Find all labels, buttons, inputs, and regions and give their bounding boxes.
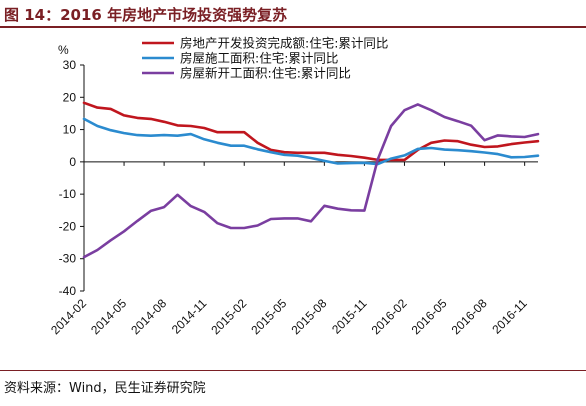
x-tick-label: 2014-11 (169, 296, 210, 337)
figure-title: 图 14：2016 年房地产市场投资强势复苏 (4, 6, 288, 24)
legend-label-1: 房地产开发投资完成额:住宅:累计同比 (180, 36, 388, 51)
y-tick-label: -40 (59, 284, 77, 298)
series-line-3 (82, 103, 540, 259)
x-tick-label: 2016-08 (449, 296, 490, 337)
line-chart: 30 20 10 0 -10 -20 -30 -40 2014-02 2014-05 2014-0… (48, 36, 540, 337)
series-line-2 (82, 117, 540, 166)
series-line-1 (82, 101, 540, 162)
x-tick-label: 2016-05 (409, 296, 450, 337)
legend-label-2: 房屋施工面积:住宅:累计同比 (180, 51, 338, 66)
y-axis: 30 20 10 0 -10 -20 -30 -40 (59, 58, 85, 298)
y-tick-label: 0 (69, 155, 76, 169)
y-tick-label: -20 (59, 219, 77, 233)
y-tick-label: 20 (63, 90, 77, 104)
y-tick-label: -10 (59, 187, 77, 201)
legend: 房地产开发投资完成额:住宅:累计同比房屋施工面积:住宅:累计同比房屋新开工面积:… (142, 36, 388, 81)
y-tick-label: 10 (63, 123, 77, 137)
legend-label-3: 房屋新开工面积:住宅:累计同比 (180, 66, 351, 81)
x-tick-label: 2014-02 (48, 296, 89, 337)
x-tick-label: 2015-08 (288, 296, 329, 337)
x-tick-label: 2015-11 (329, 296, 370, 337)
x-tick-label: 2016-02 (369, 296, 410, 337)
x-tick-label: 2014-05 (88, 296, 129, 337)
y-tick-label: 30 (63, 58, 77, 72)
x-axis: 2014-02 2014-05 2014-08 2014-11 2015-02 2015-… (48, 161, 538, 337)
source-note: 资料来源：Wind，民生证券研究院 (4, 381, 206, 396)
title-underline (0, 26, 586, 28)
x-tick-label: 2015-05 (248, 296, 289, 337)
x-tick-label: 2015-02 (208, 296, 249, 337)
y-unit-label: % (58, 43, 69, 57)
series-layer (82, 101, 540, 259)
x-tick-label: 2016-11 (489, 296, 530, 337)
y-tick-label: -30 (59, 252, 77, 266)
x-tick-label: 2014-08 (128, 296, 169, 337)
source-rule (0, 370, 586, 371)
